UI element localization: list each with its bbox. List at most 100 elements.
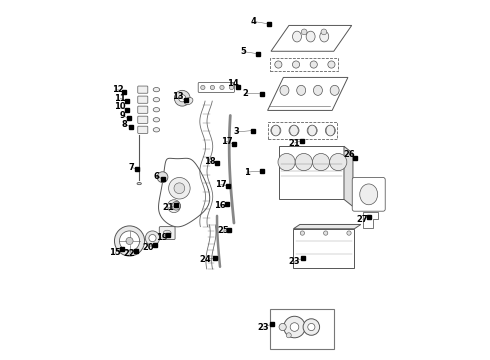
Polygon shape: [344, 146, 353, 207]
Text: 27: 27: [357, 215, 368, 224]
Text: 21: 21: [162, 203, 174, 212]
Ellipse shape: [153, 118, 160, 122]
Circle shape: [295, 153, 313, 171]
Text: 24: 24: [200, 255, 211, 264]
Text: 15: 15: [109, 248, 121, 257]
Polygon shape: [271, 26, 352, 51]
Circle shape: [174, 90, 190, 106]
FancyBboxPatch shape: [138, 116, 148, 123]
Bar: [270, 309, 334, 348]
Text: 17: 17: [215, 180, 226, 189]
FancyBboxPatch shape: [138, 96, 148, 103]
Polygon shape: [268, 77, 348, 111]
Text: 18: 18: [204, 157, 216, 166]
Text: 12: 12: [112, 85, 123, 94]
Text: 23: 23: [258, 323, 270, 332]
Circle shape: [293, 61, 299, 68]
FancyBboxPatch shape: [138, 126, 148, 134]
Ellipse shape: [153, 87, 160, 92]
Ellipse shape: [306, 31, 315, 42]
Circle shape: [201, 85, 205, 90]
Circle shape: [149, 234, 156, 242]
Circle shape: [300, 231, 304, 235]
FancyBboxPatch shape: [138, 86, 148, 93]
Circle shape: [321, 29, 327, 35]
Ellipse shape: [308, 125, 317, 136]
Circle shape: [210, 85, 215, 90]
Bar: [270, 58, 338, 71]
Circle shape: [310, 61, 318, 68]
Ellipse shape: [293, 31, 301, 42]
Circle shape: [115, 226, 145, 256]
Polygon shape: [294, 225, 361, 229]
Text: 10: 10: [114, 102, 126, 111]
Text: 22: 22: [123, 249, 135, 258]
FancyBboxPatch shape: [159, 226, 175, 239]
Text: 9: 9: [120, 111, 125, 120]
Text: 1: 1: [244, 168, 250, 177]
Circle shape: [308, 323, 315, 330]
Text: 19: 19: [156, 233, 168, 242]
Circle shape: [120, 231, 140, 251]
Text: 16: 16: [214, 201, 226, 210]
Ellipse shape: [271, 125, 280, 136]
Text: 11: 11: [114, 94, 126, 103]
Polygon shape: [364, 212, 378, 228]
Ellipse shape: [153, 108, 160, 112]
FancyBboxPatch shape: [352, 177, 385, 211]
Ellipse shape: [185, 98, 193, 105]
Circle shape: [301, 29, 307, 35]
Circle shape: [168, 200, 180, 213]
Ellipse shape: [360, 184, 378, 205]
Circle shape: [157, 172, 168, 183]
Ellipse shape: [290, 125, 298, 136]
Ellipse shape: [297, 85, 306, 95]
Text: 4: 4: [251, 17, 257, 26]
Text: 14: 14: [226, 79, 238, 88]
Text: 7: 7: [129, 163, 135, 172]
Text: 5: 5: [241, 47, 246, 56]
Text: 6: 6: [154, 172, 160, 181]
Text: 21: 21: [289, 139, 300, 148]
Circle shape: [323, 231, 328, 235]
Ellipse shape: [330, 85, 339, 95]
Circle shape: [179, 95, 186, 102]
Circle shape: [330, 153, 347, 171]
Text: 26: 26: [343, 150, 355, 159]
Circle shape: [313, 153, 330, 171]
Circle shape: [126, 237, 133, 244]
Circle shape: [328, 61, 335, 68]
Ellipse shape: [326, 125, 335, 136]
Circle shape: [303, 319, 319, 335]
Bar: [294, 229, 354, 267]
Circle shape: [172, 202, 180, 210]
Circle shape: [174, 183, 185, 194]
Text: 2: 2: [243, 89, 248, 98]
Circle shape: [347, 231, 351, 235]
Circle shape: [284, 316, 305, 338]
Ellipse shape: [280, 85, 289, 95]
Ellipse shape: [163, 230, 171, 236]
Bar: [268, 122, 337, 139]
Circle shape: [278, 153, 295, 171]
Circle shape: [290, 323, 299, 331]
Circle shape: [275, 61, 282, 68]
Text: 20: 20: [143, 243, 154, 252]
FancyBboxPatch shape: [138, 106, 148, 113]
Circle shape: [169, 177, 190, 199]
Circle shape: [279, 323, 286, 330]
Circle shape: [286, 333, 291, 338]
Text: 17: 17: [220, 137, 232, 146]
Ellipse shape: [137, 183, 141, 185]
Circle shape: [229, 85, 234, 90]
Text: 3: 3: [234, 127, 239, 136]
Text: 13: 13: [172, 92, 184, 101]
Text: 25: 25: [217, 226, 229, 235]
Ellipse shape: [153, 98, 160, 102]
Circle shape: [220, 85, 224, 90]
Circle shape: [146, 231, 160, 245]
Ellipse shape: [314, 85, 322, 95]
Polygon shape: [159, 158, 210, 227]
Polygon shape: [279, 146, 344, 199]
Ellipse shape: [153, 128, 160, 132]
